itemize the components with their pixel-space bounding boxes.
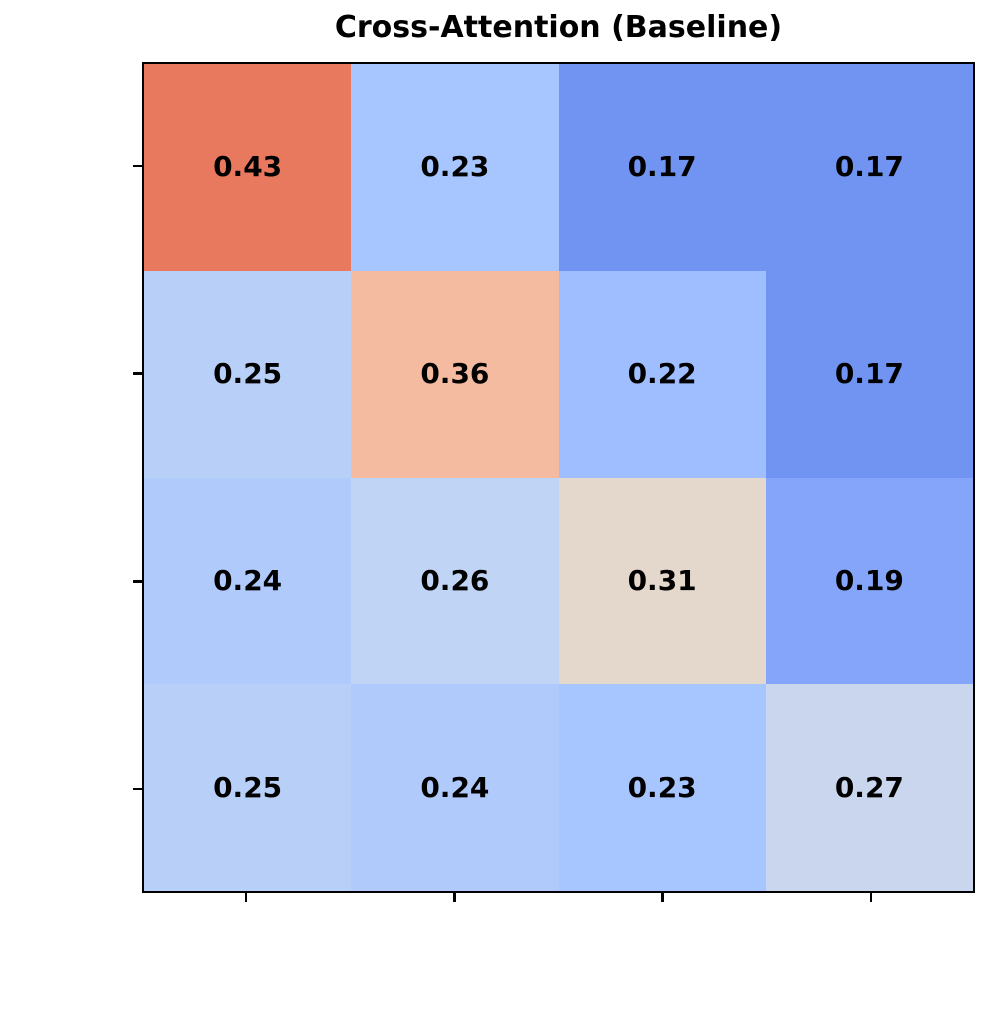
cell-value-label: 0.17 [835, 153, 904, 181]
x-axis-tick [245, 893, 248, 902]
heatmap-cell-r3c0: 0.25 [144, 684, 351, 891]
y-axis-tick [133, 580, 142, 583]
x-axis-tick [661, 893, 664, 902]
cell-value-label: 0.19 [835, 567, 904, 595]
cell-value-label: 0.25 [213, 774, 282, 802]
heatmap-cell-r1c0: 0.25 [144, 271, 351, 478]
x-axis-tick [453, 893, 456, 902]
heatmap-cell-r2c3: 0.19 [766, 478, 973, 685]
heatmap-cell-r0c1: 0.23 [351, 64, 558, 271]
cell-value-label: 0.31 [628, 567, 697, 595]
heatmap-cell-r0c3: 0.17 [766, 64, 973, 271]
x-axis-tick [870, 893, 873, 902]
cell-value-label: 0.27 [835, 774, 904, 802]
heatmap-cell-r2c1: 0.26 [351, 478, 558, 685]
heatmap-cell-r0c2: 0.17 [559, 64, 766, 271]
y-axis-tick [133, 788, 142, 791]
cell-value-label: 0.43 [213, 153, 282, 181]
heatmap-cell-r3c3: 0.27 [766, 684, 973, 891]
heatmap-cell-r0c0: 0.43 [144, 64, 351, 271]
heatmap: 0.43 0.23 0.17 0.17 0.25 0.36 0.22 0.17 0.24 0.26… [142, 62, 975, 893]
heatmap-cell-r2c0: 0.24 [144, 478, 351, 685]
cell-value-label: 0.23 [628, 774, 697, 802]
cell-value-label: 0.36 [420, 360, 489, 388]
heatmap-cell-r3c2: 0.23 [559, 684, 766, 891]
cell-value-label: 0.25 [213, 360, 282, 388]
cell-value-label: 0.26 [420, 567, 489, 595]
heatmap-cell-r2c2: 0.31 [559, 478, 766, 685]
cell-value-label: 0.24 [213, 567, 282, 595]
cell-value-label: 0.17 [835, 360, 904, 388]
y-axis-tick [133, 165, 142, 168]
figure-canvas: Cross-Attention (Baseline) 0.430.230.170… [0, 0, 995, 1032]
heatmap-cell-r1c2: 0.22 [559, 271, 766, 478]
cell-value-label: 0.22 [628, 360, 697, 388]
heatmap-cell-r1c1: 0.36 [351, 271, 558, 478]
y-axis-tick [133, 372, 142, 375]
heatmap-cell-r3c1: 0.24 [351, 684, 558, 891]
cell-value-label: 0.24 [420, 774, 489, 802]
heatmap-cell-r1c3: 0.17 [766, 271, 973, 478]
chart-title: Cross-Attention (Baseline) [142, 10, 975, 45]
cell-value-label: 0.23 [420, 153, 489, 181]
cell-value-label: 0.17 [628, 153, 697, 181]
